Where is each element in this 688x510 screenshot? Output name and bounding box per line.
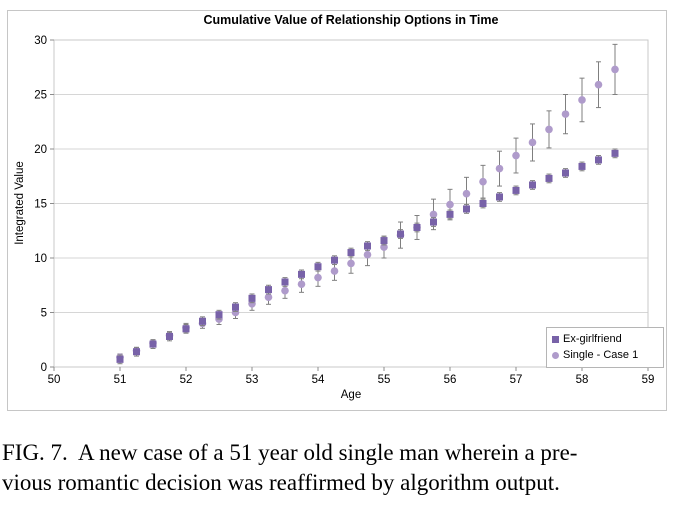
data-point-circle bbox=[363, 250, 372, 259]
y-tick-label: 25 bbox=[34, 90, 47, 102]
data-point-circle bbox=[446, 200, 454, 209]
circle-marker-icon bbox=[552, 351, 559, 359]
y-axis-title: Integrated Value bbox=[14, 161, 26, 245]
data-point-circle bbox=[264, 293, 273, 302]
data-point-circle bbox=[347, 259, 355, 268]
data-point-square bbox=[116, 355, 124, 363]
data-point-circle bbox=[578, 96, 586, 104]
caption-line-2: vious romantic decision was reaffirmed b… bbox=[2, 470, 560, 495]
data-point-circle bbox=[281, 286, 289, 295]
legend-item-single-case-1: Single - Case 1 bbox=[552, 347, 659, 363]
data-point-square bbox=[545, 174, 553, 182]
data-point-square bbox=[430, 218, 437, 226]
x-tick-label: 56 bbox=[444, 374, 457, 386]
legend-item-ex-girlfriend: Ex-girlfriend bbox=[552, 331, 659, 347]
data-point-square bbox=[380, 237, 388, 245]
data-point-square bbox=[331, 256, 338, 264]
data-point-circle bbox=[429, 210, 438, 219]
x-tick-label: 58 bbox=[576, 374, 589, 386]
x-tick-label: 55 bbox=[378, 374, 391, 386]
data-point-square bbox=[397, 230, 404, 238]
data-point-circle bbox=[248, 299, 256, 308]
data-point-square bbox=[446, 210, 454, 218]
x-tick-label: 53 bbox=[246, 374, 259, 386]
data-point-square bbox=[529, 181, 536, 189]
x-tick-label: 50 bbox=[48, 374, 61, 386]
data-point-square bbox=[496, 193, 503, 201]
x-tick-label: 51 bbox=[114, 374, 127, 386]
x-tick-label: 52 bbox=[180, 374, 193, 386]
data-point-square bbox=[215, 311, 223, 319]
data-point-square bbox=[347, 249, 355, 257]
figure-caption: FIG. 7. A new case of a 51 year old sing… bbox=[2, 438, 686, 498]
data-point-circle bbox=[314, 273, 322, 282]
data-point-square bbox=[248, 294, 256, 302]
data-point-square bbox=[314, 263, 322, 271]
data-point-square bbox=[413, 223, 421, 231]
legend: Ex-girlfriend Single - Case 1 bbox=[546, 327, 664, 368]
data-point-circle bbox=[297, 280, 306, 288]
data-point-circle bbox=[545, 125, 553, 134]
x-tick-label: 54 bbox=[312, 374, 325, 386]
y-tick-label: 30 bbox=[34, 35, 47, 47]
data-point-square bbox=[512, 186, 520, 194]
square-marker-icon bbox=[552, 335, 559, 343]
data-point-square bbox=[479, 200, 487, 207]
x-tick-label: 59 bbox=[642, 374, 655, 386]
data-point-square bbox=[578, 162, 586, 170]
data-point-square bbox=[463, 205, 470, 213]
data-point-square bbox=[166, 332, 173, 340]
data-point-square bbox=[562, 169, 569, 177]
data-point-circle bbox=[330, 267, 339, 275]
legend-label-single-case-1: Single - Case 1 bbox=[563, 349, 639, 361]
data-point-square bbox=[133, 348, 140, 356]
data-point-circle bbox=[231, 308, 240, 317]
data-point-square bbox=[182, 325, 190, 333]
data-point-circle bbox=[462, 189, 471, 198]
data-point-circle bbox=[479, 177, 487, 186]
y-tick-label: 15 bbox=[34, 199, 47, 211]
data-point-square bbox=[149, 340, 157, 348]
data-point-square bbox=[595, 156, 602, 164]
data-point-circle bbox=[611, 65, 619, 74]
caption-line-1: FIG. 7. A new case of a 51 year old sing… bbox=[2, 440, 578, 465]
y-tick-label: 10 bbox=[34, 253, 47, 265]
chart-title: Cumulative Value of Relationship Options… bbox=[203, 13, 499, 27]
legend-label-ex-girlfriend: Ex-girlfriend bbox=[563, 333, 622, 345]
data-point-circle bbox=[594, 80, 603, 89]
y-tick-label: 20 bbox=[34, 144, 47, 156]
data-point-circle bbox=[512, 151, 520, 160]
data-point-square bbox=[199, 317, 206, 325]
data-point-square bbox=[364, 242, 371, 250]
data-point-square bbox=[281, 278, 289, 286]
y-tick-label: 0 bbox=[41, 362, 47, 374]
data-point-circle bbox=[495, 164, 504, 173]
data-point-square bbox=[611, 149, 619, 157]
x-tick-label: 57 bbox=[510, 374, 523, 386]
data-point-circle bbox=[561, 110, 570, 118]
data-point-square bbox=[298, 270, 305, 278]
data-point-circle bbox=[528, 138, 537, 147]
data-point-square bbox=[265, 286, 272, 294]
y-tick-label: 5 bbox=[41, 308, 47, 320]
data-point-square bbox=[232, 303, 239, 311]
x-axis-title: Age bbox=[340, 389, 362, 401]
